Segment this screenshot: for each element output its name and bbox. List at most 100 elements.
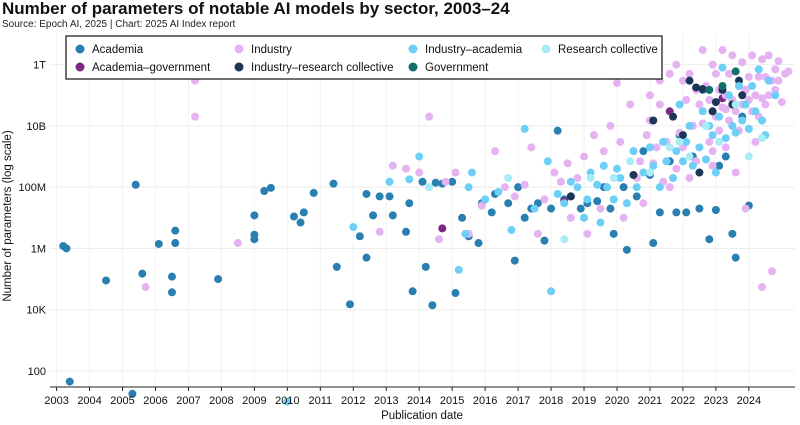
data-point-0-1 — [62, 244, 71, 253]
data-point-3-5 — [692, 83, 701, 92]
data-point-2-65 — [695, 100, 704, 109]
data-point-5-27 — [609, 195, 618, 204]
x-tick-label: 2003 — [44, 395, 68, 407]
data-point-5-12 — [520, 124, 529, 133]
data-point-0-21 — [309, 188, 318, 197]
data-point-0-18 — [289, 212, 298, 221]
data-point-2-0 — [141, 283, 150, 292]
data-point-0-13 — [250, 211, 259, 220]
data-point-3-12 — [738, 91, 747, 100]
data-point-2-31 — [599, 147, 608, 156]
legend-marker — [408, 62, 418, 72]
data-point-0-65 — [619, 183, 628, 192]
data-point-0-46 — [487, 208, 496, 217]
data-point-5-61 — [744, 124, 753, 133]
data-point-2-75 — [715, 126, 724, 135]
data-point-5-54 — [721, 134, 730, 143]
data-point-0-8 — [167, 272, 176, 281]
data-point-2-105 — [764, 91, 773, 100]
data-point-0-55 — [547, 204, 556, 213]
data-point-2-57 — [678, 76, 687, 85]
data-point-5-4 — [415, 152, 424, 161]
data-point-2-35 — [616, 137, 625, 146]
data-point-2-90 — [738, 58, 747, 67]
data-point-2-101 — [758, 94, 767, 103]
data-point-0-15 — [250, 230, 259, 239]
data-point-5-8 — [467, 168, 476, 177]
legend-label: Industry — [251, 44, 292, 56]
data-point-2-48 — [655, 100, 664, 109]
data-point-0-31 — [388, 211, 397, 220]
data-point-2-46 — [652, 143, 661, 152]
data-point-2-110 — [771, 65, 780, 74]
data-point-2-12 — [451, 168, 460, 177]
data-point-5-59 — [738, 116, 747, 125]
data-point-5-14 — [543, 157, 552, 166]
x-tick-label: 2012 — [341, 395, 365, 407]
data-point-5-6 — [461, 229, 470, 238]
data-point-5-42 — [678, 157, 687, 166]
data-point-2-23 — [556, 177, 565, 186]
data-point-5-24 — [596, 218, 605, 227]
data-point-6-0 — [425, 183, 434, 192]
data-point-0-66 — [622, 245, 631, 254]
data-point-5-62 — [748, 82, 757, 91]
data-point-0-59 — [576, 204, 585, 213]
data-point-6-11 — [715, 137, 724, 146]
data-point-5-51 — [711, 168, 720, 177]
data-point-2-97 — [751, 91, 760, 100]
data-point-0-79 — [705, 235, 714, 244]
data-point-2-115 — [784, 67, 793, 76]
data-point-5-26 — [603, 183, 612, 192]
x-tick-label: 2013 — [374, 395, 398, 407]
data-point-0-23 — [332, 262, 341, 271]
data-point-5-37 — [659, 137, 668, 146]
data-point-2-69 — [705, 137, 714, 146]
data-point-0-81 — [715, 161, 724, 170]
data-point-5-5 — [454, 265, 463, 274]
data-point-2-14 — [477, 201, 486, 210]
data-point-5-10 — [494, 187, 503, 196]
data-point-2-26 — [573, 173, 582, 182]
data-point-2-113 — [777, 98, 786, 107]
data-point-2-98 — [751, 137, 760, 146]
data-point-5-16 — [553, 189, 562, 198]
data-point-0-9 — [167, 288, 176, 297]
x-tick-label: 2024 — [737, 395, 761, 407]
data-point-3-14 — [678, 131, 687, 140]
legend-label: Research collective — [558, 44, 658, 56]
x-tick-label: 2019 — [572, 395, 596, 407]
data-point-5-55 — [725, 91, 734, 100]
data-point-0-38 — [431, 178, 440, 187]
data-point-2-80 — [721, 143, 730, 152]
data-point-5-68 — [771, 91, 780, 100]
data-point-5-52 — [715, 112, 724, 121]
data-point-2-25 — [566, 213, 575, 222]
data-point-6-2 — [560, 235, 569, 244]
y-tick-label: 100M — [18, 182, 46, 194]
data-point-2-96 — [748, 51, 757, 60]
data-point-2-118 — [708, 147, 717, 156]
data-point-2-8 — [425, 112, 434, 121]
data-point-2-108 — [767, 267, 776, 276]
data-point-5-67 — [764, 76, 773, 85]
data-point-2-27 — [580, 152, 589, 161]
legend-box — [65, 35, 663, 80]
data-point-5-17 — [560, 199, 569, 208]
data-point-2-9 — [434, 235, 443, 244]
data-point-5-0 — [283, 397, 292, 406]
data-point-0-37 — [428, 301, 437, 310]
data-point-5-2 — [385, 177, 394, 186]
data-point-5-43 — [682, 137, 691, 146]
data-point-0-32 — [402, 227, 411, 236]
data-point-0-6 — [138, 269, 147, 278]
data-point-5-23 — [593, 180, 602, 189]
x-tick-label: 2015 — [440, 395, 464, 407]
data-point-3-7 — [708, 107, 717, 116]
data-point-0-36 — [421, 262, 430, 271]
data-point-5-31 — [629, 147, 638, 156]
data-point-5-25 — [599, 161, 608, 170]
data-point-2-30 — [596, 204, 605, 213]
x-tick-label: 2020 — [605, 395, 629, 407]
